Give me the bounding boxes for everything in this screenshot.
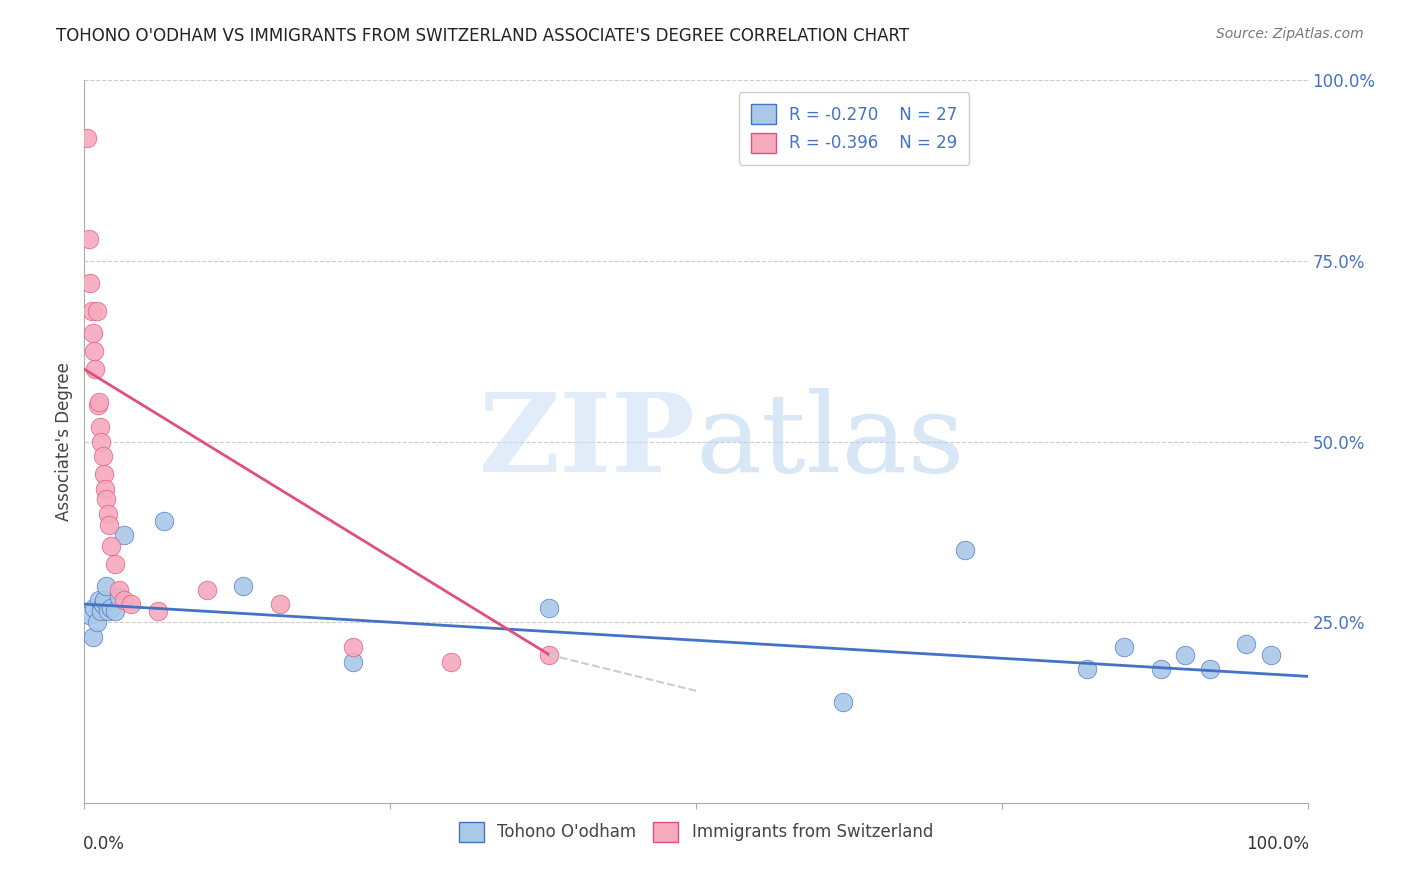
Point [97,604,120,618]
Point [91,449,114,463]
Point [112,528,135,542]
Point [76,131,98,145]
Point [94,482,117,496]
Point [107,590,129,604]
Point [440,655,463,669]
Point [86,615,108,630]
Point [87,593,110,607]
Point [1114,640,1136,655]
Legend: Tohono O'odham, Immigrants from Switzerland: Tohono O'odham, Immigrants from Switzerl… [453,815,939,848]
Point [79,276,101,290]
Point [1260,648,1282,662]
Point [153,514,176,528]
Point [104,558,127,572]
Point [1236,637,1258,651]
Point [232,579,254,593]
Point [86,304,108,318]
Point [1174,648,1197,662]
Point [90,604,112,618]
Point [82,630,104,644]
Point [104,604,127,618]
Point [91,597,114,611]
Point [1150,662,1173,676]
Point [93,593,115,607]
Text: atlas: atlas [696,388,966,495]
Point [97,517,120,532]
Point [953,542,976,557]
Point [1076,662,1098,676]
Point [97,507,120,521]
Text: Source: ZipAtlas.com: Source: ZipAtlas.com [1216,27,1364,41]
Point [100,539,122,553]
Point [90,434,112,449]
Text: 0.0%: 0.0% [83,835,125,854]
Point [538,648,561,662]
Point [107,582,129,597]
Point [82,326,104,340]
Point [100,600,122,615]
Point [120,597,142,611]
Y-axis label: Associate's Degree: Associate's Degree [55,362,73,521]
Point [342,640,364,655]
Point [80,304,103,318]
Text: ZIP: ZIP [479,388,696,495]
Point [84,362,107,376]
Point [112,593,135,607]
Point [1198,662,1220,676]
Point [83,600,105,615]
Point [342,655,364,669]
Point [87,394,110,409]
Point [269,597,291,611]
Point [77,232,100,246]
Point [87,398,110,412]
Point [83,344,105,359]
Point [77,607,100,622]
Point [89,420,111,434]
Point [93,467,115,481]
Text: TOHONO O'ODHAM VS IMMIGRANTS FROM SWITZERLAND ASSOCIATE'S DEGREE CORRELATION CHA: TOHONO O'ODHAM VS IMMIGRANTS FROM SWITZE… [56,27,910,45]
Point [146,604,169,618]
Point [538,600,561,615]
Point [96,492,118,507]
Point [831,695,853,709]
Text: 100.0%: 100.0% [1246,835,1309,854]
Point [195,582,218,597]
Point [96,579,118,593]
